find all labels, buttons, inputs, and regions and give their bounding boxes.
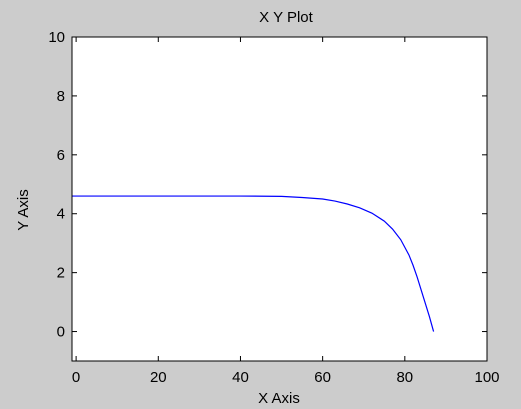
- x-tick-label: 100: [474, 369, 499, 386]
- series-line-0: [72, 195, 435, 332]
- x-tick-label: 60: [314, 369, 331, 386]
- y-tick-label: 0: [57, 324, 65, 341]
- x-tick-label: 80: [396, 369, 413, 386]
- plot-frame: [71, 36, 488, 362]
- x-tick-label: 20: [150, 369, 167, 386]
- chart-title: X Y Plot: [259, 9, 313, 26]
- y-tick-label: 8: [57, 88, 65, 105]
- y-tick-label: 2: [57, 265, 65, 282]
- x-tick-label: 0: [72, 369, 80, 386]
- x-ticks: 0 20 40 60 80 100: [72, 37, 500, 386]
- plot-area: [72, 37, 487, 361]
- y-tick-label: 10: [48, 29, 65, 46]
- x-axis-label: X Axis: [258, 390, 300, 407]
- y-ticks: 0 2 4 6 8 10: [48, 29, 487, 341]
- y-tick-label: 6: [57, 147, 65, 164]
- y-tick-label: 4: [57, 206, 65, 223]
- x-tick-label: 40: [232, 369, 249, 386]
- series-layer: [72, 195, 435, 332]
- y-axis-label: Y Axis: [15, 189, 32, 230]
